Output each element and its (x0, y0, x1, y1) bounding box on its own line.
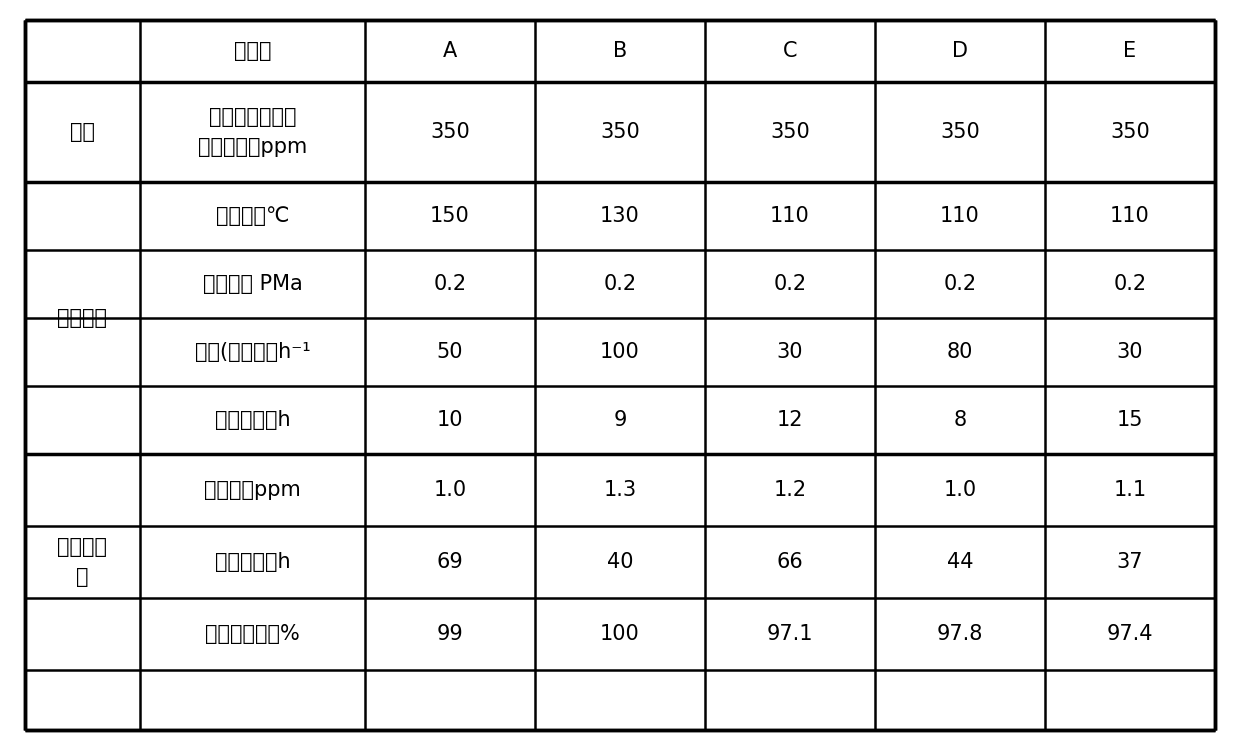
Text: D: D (952, 41, 968, 61)
Text: 150: 150 (430, 206, 470, 226)
Text: 350: 350 (430, 122, 470, 142)
Text: 350: 350 (940, 122, 980, 142)
Text: C: C (782, 41, 797, 61)
Text: 350: 350 (770, 122, 810, 142)
Text: 0.2: 0.2 (434, 274, 466, 294)
Text: 1.1: 1.1 (1114, 480, 1147, 500)
Text: 1.0: 1.0 (434, 480, 466, 500)
Text: 0.2: 0.2 (1114, 274, 1147, 294)
Text: 30: 30 (1117, 342, 1143, 362)
Text: 10: 10 (436, 410, 464, 430)
Text: 130: 130 (600, 206, 640, 226)
Text: 97.4: 97.4 (1107, 624, 1153, 644)
Text: 12: 12 (776, 410, 804, 430)
Text: 原料: 原料 (69, 122, 95, 142)
Text: 37: 37 (1117, 552, 1143, 572)
Text: B: B (613, 41, 627, 61)
Text: 再生后脱
氯: 再生后脱 氯 (57, 537, 108, 586)
Text: 30: 30 (776, 342, 804, 362)
Text: 再生压力 PMa: 再生压力 PMa (202, 274, 303, 294)
Text: 8: 8 (954, 410, 966, 430)
Text: 空速(水蘵气）h⁻¹: 空速(水蘵气）h⁻¹ (195, 342, 310, 362)
Text: 69: 69 (436, 552, 464, 572)
Text: 80: 80 (947, 342, 973, 362)
Text: E: E (1123, 41, 1137, 61)
Text: 活性恢复率，%: 活性恢复率，% (205, 624, 300, 644)
Text: 离子液体烷基化
油氯含量，ppm: 离子液体烷基化 油氯含量，ppm (198, 107, 308, 157)
Text: 350: 350 (600, 122, 640, 142)
Text: 0.2: 0.2 (944, 274, 977, 294)
Text: 100: 100 (600, 624, 640, 644)
Text: 15: 15 (1117, 410, 1143, 430)
Text: 97.8: 97.8 (936, 624, 983, 644)
Text: 0.2: 0.2 (774, 274, 806, 294)
Text: 350: 350 (1110, 122, 1149, 142)
Text: 再生温度℃: 再生温度℃ (216, 206, 289, 226)
Text: A: A (443, 41, 458, 61)
Text: 9: 9 (614, 410, 626, 430)
Text: 1.0: 1.0 (944, 480, 977, 500)
Text: 氯含量，ppm: 氯含量，ppm (205, 480, 301, 500)
Text: 99: 99 (436, 624, 464, 644)
Text: 97.1: 97.1 (766, 624, 813, 644)
Text: 1.3: 1.3 (604, 480, 636, 500)
Text: 50: 50 (436, 342, 464, 362)
Text: 40: 40 (606, 552, 634, 572)
Text: 再生时间，h: 再生时间，h (215, 410, 290, 430)
Text: 再生条件: 再生条件 (57, 308, 108, 328)
Text: 66: 66 (776, 552, 804, 572)
Text: 100: 100 (600, 342, 640, 362)
Text: 110: 110 (770, 206, 810, 226)
Text: 吸附剂: 吸附剂 (234, 41, 272, 61)
Text: 44: 44 (947, 552, 973, 572)
Text: 1.2: 1.2 (774, 480, 806, 500)
Text: 110: 110 (940, 206, 980, 226)
Text: 0.2: 0.2 (604, 274, 636, 294)
Text: 穿透时间，h: 穿透时间，h (215, 552, 290, 572)
Text: 110: 110 (1110, 206, 1149, 226)
